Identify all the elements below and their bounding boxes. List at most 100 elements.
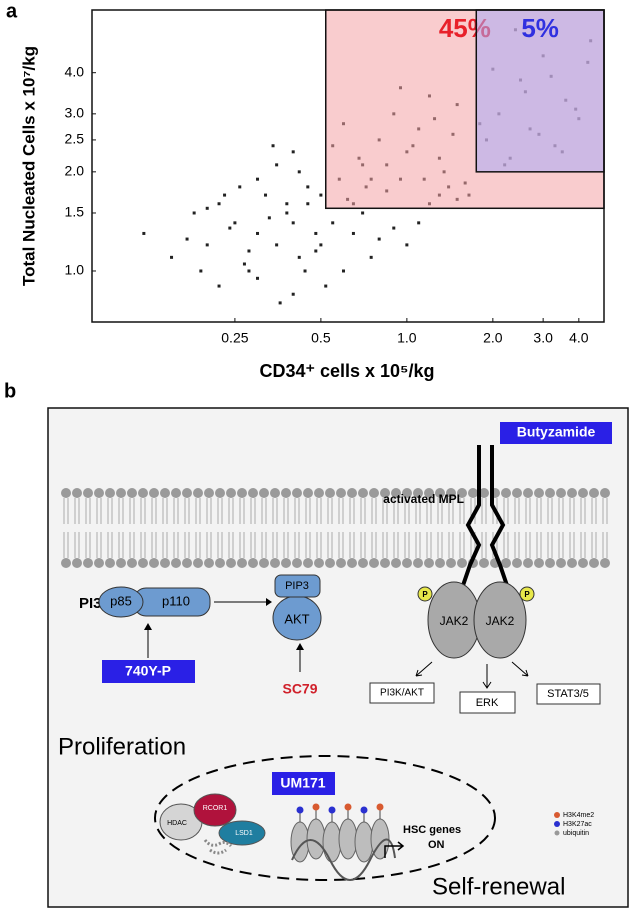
lipid-head [402, 558, 412, 568]
lipid-head [105, 558, 115, 568]
lipid-tail [547, 498, 553, 558]
lipid-tail [580, 498, 586, 558]
point [185, 237, 189, 241]
point [319, 193, 323, 197]
akt-label: AKT [284, 611, 309, 626]
lipid-head [369, 558, 379, 568]
point [291, 150, 295, 154]
lipid-head [369, 488, 379, 498]
rcor1-shape [193, 793, 237, 827]
point [247, 269, 251, 273]
point [275, 243, 279, 247]
lipid-head [457, 558, 467, 568]
lipid-head [61, 558, 71, 568]
phospho-shape [417, 586, 433, 602]
drug-box [500, 422, 612, 444]
legend-dot [554, 812, 560, 818]
lipid-tail [415, 498, 421, 558]
lipid-head [479, 488, 489, 498]
legend-label: H3K27ac [563, 821, 592, 828]
lipid-tail [316, 498, 322, 558]
output-label: STAT3/5 [547, 688, 589, 700]
complex-label: RCOR1 [203, 805, 228, 812]
phospho-shape [519, 586, 535, 602]
point [247, 249, 251, 253]
membrane [61, 488, 610, 568]
pathway-diagram: b Butyzamide activated MPL PI3K p85 p110… [4, 380, 629, 908]
point [242, 262, 246, 266]
chromatin [290, 803, 396, 881]
lipid-head [402, 488, 412, 498]
point [306, 185, 310, 189]
point [275, 163, 279, 167]
complex-label: HDAC [167, 820, 187, 827]
point [369, 255, 373, 259]
y-tick-label: 1.0 [65, 262, 85, 278]
lipid-head [182, 558, 192, 568]
lipid-tail [85, 498, 91, 558]
lipid-head [292, 558, 302, 568]
lipid-head [446, 488, 456, 498]
lsd1-shape [218, 820, 266, 846]
drug-label: SC79 [282, 681, 317, 697]
lipid-head [336, 488, 346, 498]
receptor-chain [456, 445, 482, 601]
arrow [415, 661, 433, 677]
lipid-tail [63, 498, 69, 558]
point [285, 211, 289, 215]
lipid-tail [250, 498, 256, 558]
histone-mark [328, 806, 336, 814]
point [267, 216, 271, 220]
lipid-head [160, 558, 170, 568]
arrow [482, 664, 492, 689]
nucleosome [306, 818, 326, 860]
output-box [369, 682, 435, 704]
point [351, 231, 355, 235]
x-tick-label: 4.0 [569, 330, 589, 346]
lipid-head [149, 558, 159, 568]
x-tick-label: 3.0 [533, 330, 553, 346]
lipid-tail [382, 498, 388, 558]
point [324, 284, 328, 288]
lipid-head [501, 558, 511, 568]
arrow-head [296, 643, 304, 650]
lipid-head [204, 558, 214, 568]
point [291, 221, 295, 225]
point [142, 231, 146, 235]
point [314, 231, 318, 235]
drug-label: Butyzamide [517, 424, 596, 440]
arrow-head [144, 623, 152, 630]
lipid-head [567, 558, 577, 568]
y-tick-label: 1.5 [65, 204, 85, 220]
drug-box [272, 772, 335, 795]
lipid-head [160, 488, 170, 498]
lipid-head [259, 488, 269, 498]
legend-label: H3K4me2 [563, 812, 594, 819]
histone-mark [376, 803, 384, 811]
proliferation-label: Proliferation [58, 733, 186, 760]
lipid-head [314, 488, 324, 498]
point [192, 211, 196, 215]
lipid-tail [151, 498, 157, 558]
lipid-head [248, 488, 258, 498]
point [256, 177, 260, 181]
dna [291, 838, 396, 881]
lipid-head [303, 558, 313, 568]
lipid-head [380, 488, 390, 498]
histone-mark [312, 803, 320, 811]
point [377, 237, 381, 241]
point [297, 255, 301, 259]
lipid-head [281, 558, 291, 568]
lipid-head [237, 558, 247, 568]
pip3-label: PIP3 [285, 580, 309, 592]
point [217, 284, 221, 288]
x-axis-label: CD34⁺ cells x 10⁵/kg [259, 361, 434, 381]
lipid-tail [184, 498, 190, 558]
p85-label: p85 [110, 593, 132, 608]
lipid-head [204, 488, 214, 498]
point [170, 255, 174, 259]
lipid-head [413, 558, 423, 568]
lipid-head [325, 488, 335, 498]
receptor-chain [489, 445, 514, 601]
arrow [511, 661, 529, 677]
